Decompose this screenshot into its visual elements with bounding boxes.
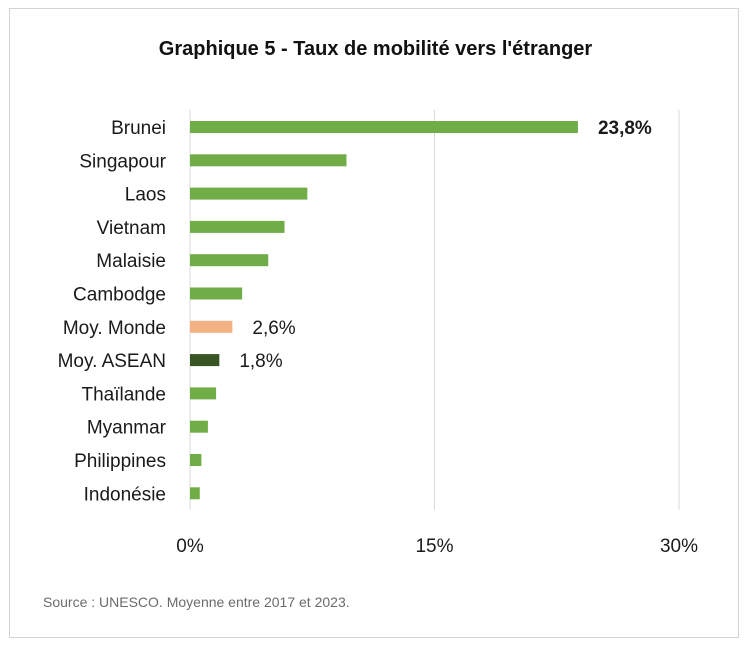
category-label: Singapour [79,151,166,172]
bar-0 [190,121,578,133]
category-label: Laos [125,185,166,206]
chart-title: Graphique 5 - Taux de mobilité vers l'ét… [158,38,593,60]
bar-8 [190,387,217,400]
category-label: Philippines [74,451,166,472]
category-label: Thaïlande [81,384,166,405]
bar-11 [190,487,200,500]
bar-9 [190,420,208,433]
x-tick-label: 15% [415,536,453,557]
bar-10 [190,454,202,466]
category-label: Malaisie [96,251,166,272]
bar-3 [190,220,285,233]
category-label: Moy. Monde [63,318,166,339]
data-label: 2,6% [252,318,295,339]
bar-2 [190,187,308,200]
bar-5 [190,287,243,300]
x-tick-label: 30% [660,536,698,557]
bar-6 [190,320,233,333]
category-label: Indonésie [84,484,166,505]
category-label: Moy. ASEAN [58,351,166,372]
category-label: Brunei [111,118,166,139]
bar-1 [190,154,347,167]
bar-7 [190,354,220,367]
category-label: Cambodge [73,285,166,306]
x-tick-label: 0% [176,536,204,557]
data-label: 23,8% [598,118,652,139]
source-note: Source : UNESCO. Moyenne entre 2017 et 2… [43,594,350,610]
category-label: Myanmar [87,418,167,439]
data-label: 1,8% [239,351,282,372]
bar-4 [190,254,269,267]
chart-frame [9,8,739,638]
category-label: Vietnam [97,218,166,239]
